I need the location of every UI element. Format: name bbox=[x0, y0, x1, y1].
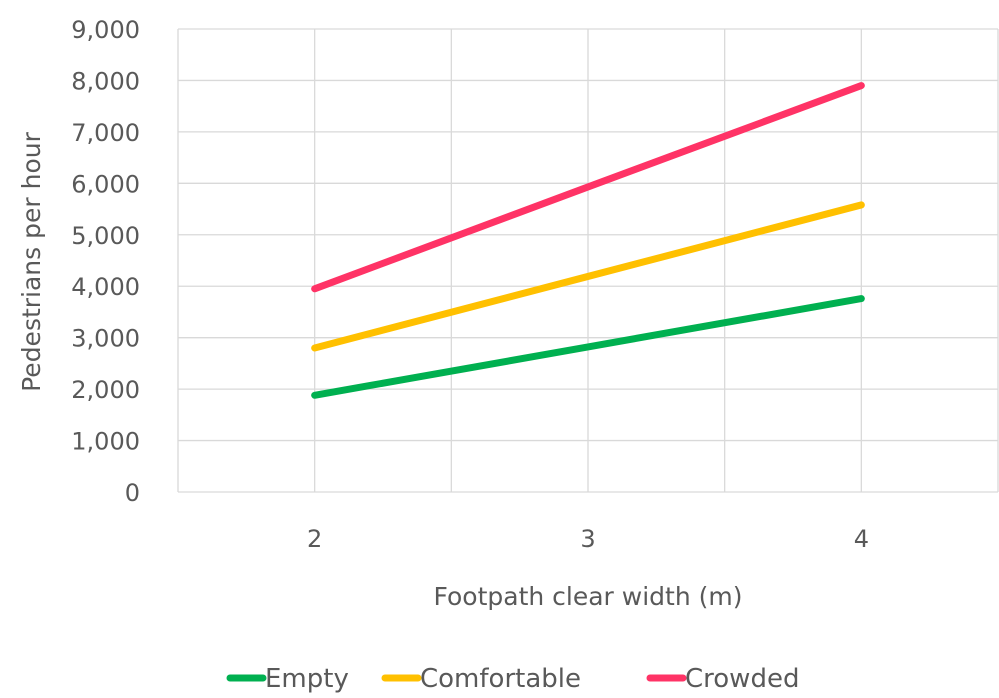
x-tick-label: 3 bbox=[580, 525, 595, 553]
gridlines bbox=[177, 28, 999, 493]
y-axis-title: Pedestrians per hour bbox=[17, 131, 46, 391]
legend: Empty Comfortable Crowded bbox=[226, 664, 799, 694]
x-axis-tick-labels: 2 3 4 bbox=[307, 525, 869, 553]
series-line-crowded bbox=[311, 82, 865, 293]
y-tick-label: 9,000 bbox=[71, 16, 140, 44]
x-axis-title: Footpath clear width (m) bbox=[434, 582, 743, 611]
y-tick-label: 7,000 bbox=[71, 119, 140, 147]
y-tick-label: 1,000 bbox=[71, 428, 140, 456]
series-lines bbox=[311, 82, 865, 399]
y-tick-label: 3,000 bbox=[71, 325, 140, 353]
x-tick-label: 2 bbox=[307, 525, 322, 553]
x-tick-label: 4 bbox=[854, 525, 869, 553]
y-tick-label: 8,000 bbox=[71, 67, 140, 95]
y-tick-label: 2,000 bbox=[71, 376, 140, 404]
y-tick-label: 0 bbox=[125, 479, 140, 507]
legend-label-comfortable: Comfortable bbox=[420, 664, 581, 694]
legend-label-empty: Empty bbox=[265, 664, 349, 694]
series-line-comfortable bbox=[311, 201, 865, 352]
y-tick-label: 4,000 bbox=[71, 273, 140, 301]
y-axis-tick-labels: 0 1,000 2,000 3,000 4,000 5,000 6,000 7,000 8,00… bbox=[71, 16, 140, 507]
y-tick-label: 5,000 bbox=[71, 222, 140, 250]
y-tick-label: 6,000 bbox=[71, 170, 140, 198]
series-line-empty bbox=[311, 295, 865, 399]
legend-label-crowded: Crowded bbox=[685, 664, 799, 694]
